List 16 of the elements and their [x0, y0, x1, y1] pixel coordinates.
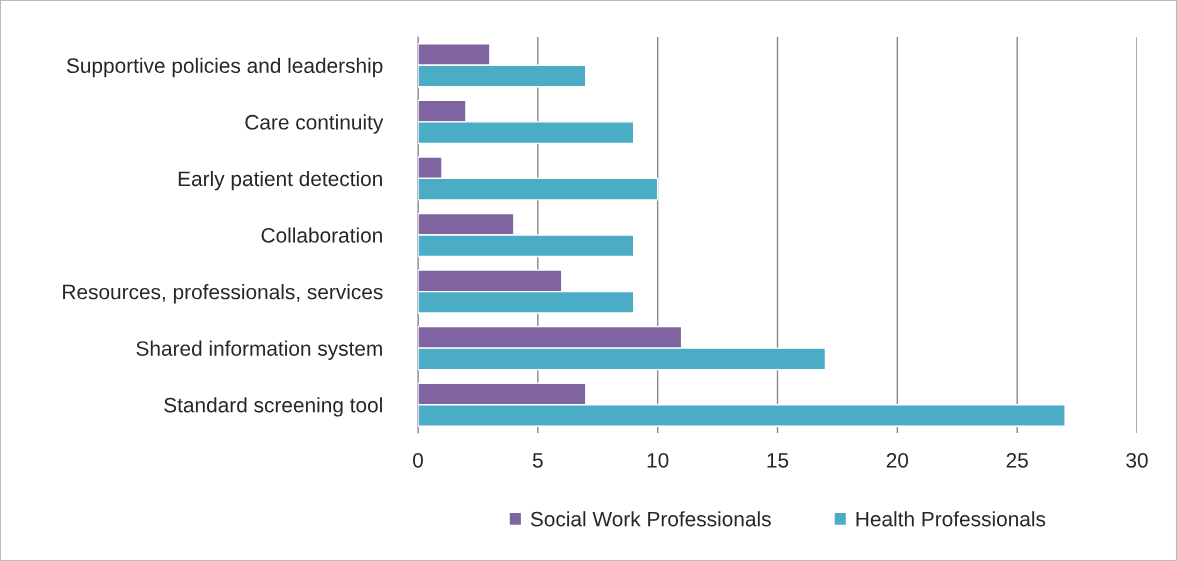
- x-tick-label: 5: [532, 453, 543, 468]
- x-tick-label: 15: [767, 453, 789, 468]
- legend-label: Social Work Professionals: [530, 511, 771, 527]
- y-tick-label: Care continuity: [245, 114, 384, 134]
- y-tick-label: Standard screening tool: [164, 397, 382, 417]
- x-tick-label: 30: [1126, 452, 1148, 468]
- x-tick-label: 20: [886, 452, 909, 468]
- legend-label: Health Professionals: [856, 511, 1046, 527]
- y-tick-label: Resources, professionals, services: [63, 284, 383, 304]
- x-tick-label: 0: [413, 452, 423, 468]
- y-tick-label: Shared information system: [136, 340, 382, 361]
- y-tick-label: Supportive policies and leadership: [66, 57, 383, 78]
- y-tick-label: Early patient detection: [178, 170, 382, 191]
- x-tick-label: 25: [1006, 452, 1028, 468]
- y-tick-label: Collaboration: [261, 227, 382, 243]
- x-tick-label: 10: [647, 452, 669, 468]
